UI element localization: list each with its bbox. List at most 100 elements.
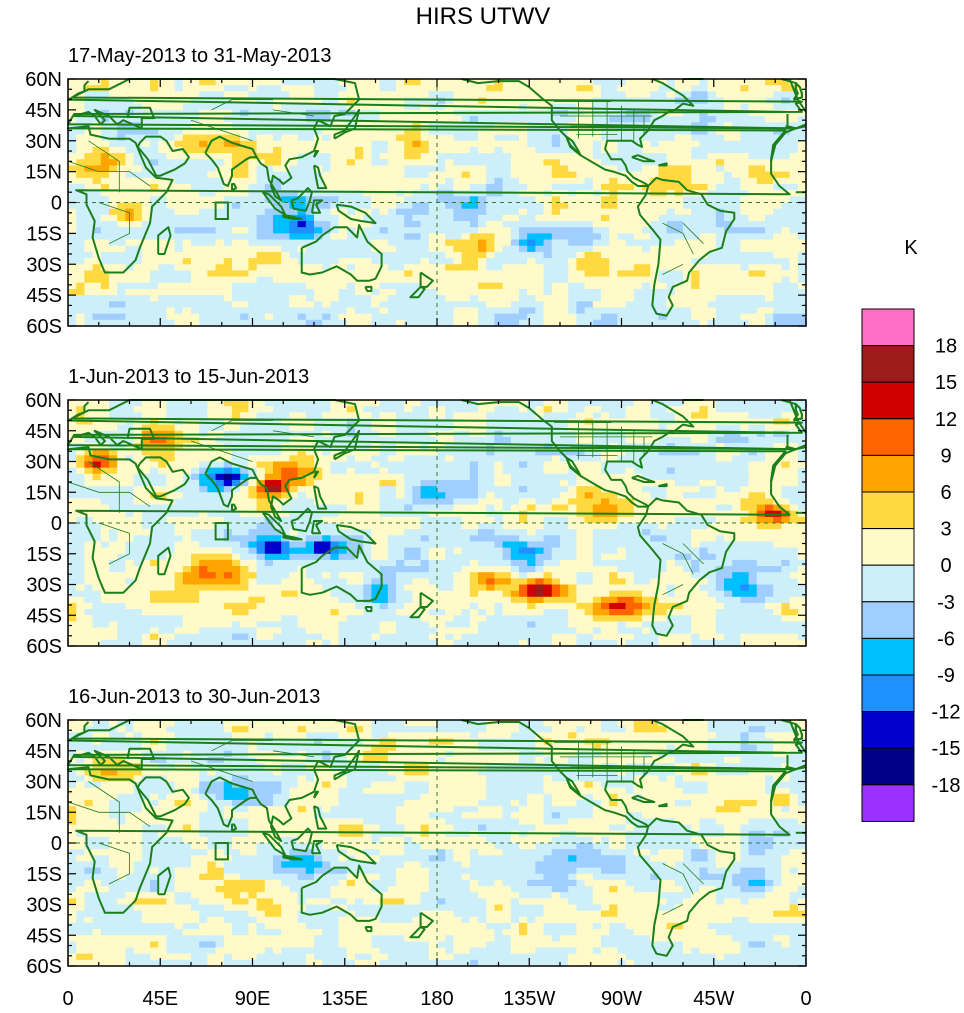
- anomaly-cell: [535, 276, 545, 284]
- anomaly-cell: [281, 85, 290, 92]
- anomaly-cell: [576, 406, 586, 413]
- anomaly-cell: [527, 436, 536, 444]
- anomaly-cell: [330, 282, 340, 290]
- anomaly-cell: [207, 295, 217, 302]
- anomaly-cell: [346, 153, 356, 160]
- anomaly-cell: [76, 461, 85, 469]
- anomaly-cell: [273, 406, 282, 413]
- anomaly-cell: [461, 177, 471, 185]
- anomaly-cell: [141, 140, 151, 148]
- anomaly-cell: [100, 183, 110, 191]
- anomaly-cell: [117, 202, 126, 210]
- anomaly-cell: [666, 455, 676, 463]
- anomaly-cell: [297, 97, 307, 105]
- anomaly-cell: [576, 424, 586, 432]
- anomaly-cell: [683, 103, 692, 111]
- anomaly-cell: [576, 264, 586, 272]
- anomaly-cell: [469, 418, 479, 426]
- anomaly-cell: [174, 270, 184, 278]
- anomaly-cell: [207, 91, 217, 99]
- anomaly-cell: [182, 461, 192, 469]
- anomaly-cell: [232, 449, 241, 456]
- anomaly-cell: [527, 79, 536, 86]
- anomaly-cell: [748, 430, 758, 438]
- anomaly-cell: [469, 177, 479, 185]
- anomaly-cell: [379, 479, 389, 487]
- anomaly-cell: [314, 301, 323, 309]
- anomaly-cell: [281, 146, 290, 154]
- anomaly-cell: [314, 251, 323, 259]
- anomaly-cell: [756, 270, 766, 278]
- anomaly-cell: [543, 122, 553, 129]
- anomaly-cell: [601, 116, 610, 123]
- anomaly-cell: [215, 134, 225, 142]
- anomaly-cell: [248, 258, 258, 265]
- anomaly-cell: [396, 406, 405, 413]
- anomaly-cell: [650, 165, 659, 173]
- anomaly-cell: [76, 282, 85, 290]
- anomaly-cell: [232, 301, 241, 309]
- anomaly-cell: [404, 412, 413, 420]
- anomaly-cell: [560, 270, 569, 278]
- figure-title: HIRS UTWV: [416, 3, 551, 30]
- anomaly-cell: [691, 430, 700, 438]
- anomaly-cell: [199, 461, 208, 469]
- anomaly-cell: [510, 79, 520, 86]
- anomaly-cell: [519, 307, 528, 315]
- anomaly-cell: [486, 85, 495, 92]
- anomaly-cell: [633, 467, 643, 475]
- anomaly-cell: [109, 103, 118, 111]
- anomaly-cell: [486, 97, 495, 105]
- anomaly-cell: [68, 190, 77, 197]
- anomaly-cell: [281, 479, 290, 487]
- anomaly-cell: [166, 221, 176, 228]
- anomaly-cell: [322, 221, 331, 228]
- anomaly-cell: [215, 412, 225, 420]
- anomaly-cell: [264, 128, 274, 136]
- anomaly-cell: [699, 109, 709, 117]
- anomaly-cell: [453, 146, 463, 154]
- anomaly-cell: [510, 467, 520, 475]
- anomaly-cell: [117, 227, 126, 234]
- anomaly-cell: [568, 202, 577, 210]
- anomaly-cell: [666, 270, 676, 278]
- anomaly-cell: [289, 455, 299, 463]
- anomaly-cell: [330, 202, 340, 210]
- anomaly-cell: [568, 239, 577, 247]
- anomaly-cell: [84, 424, 94, 432]
- anomaly-cell: [363, 406, 372, 413]
- anomaly-cell: [68, 449, 77, 456]
- anomaly-cell: [707, 251, 717, 259]
- anomaly-cell: [527, 258, 536, 265]
- anomaly-cell: [674, 467, 684, 475]
- anomaly-cell: [379, 85, 389, 92]
- anomaly-cell: [707, 455, 717, 463]
- anomaly-cell: [494, 177, 504, 185]
- anomaly-cell: [100, 91, 110, 99]
- anomaly-cell: [150, 436, 159, 444]
- anomaly-cell: [141, 436, 151, 444]
- anomaly-cell: [789, 295, 799, 302]
- anomaly-cell: [486, 183, 495, 191]
- anomaly-cell: [240, 128, 249, 136]
- anomaly-cell: [355, 159, 364, 167]
- anomaly-cell: [445, 221, 454, 228]
- anomaly-cell: [642, 307, 651, 315]
- anomaly-cell: [724, 406, 733, 413]
- anomaly-cell: [797, 153, 807, 160]
- anomaly-cell: [305, 177, 315, 185]
- anomaly-cell: [617, 140, 627, 148]
- anomaly-cell: [609, 134, 618, 142]
- anomaly-cell: [601, 455, 610, 463]
- anomaly-cell: [551, 146, 561, 154]
- anomaly-cell: [510, 282, 520, 290]
- anomaly-cell: [560, 79, 569, 86]
- anomaly-cell: [765, 227, 774, 234]
- anomaly-cell: [338, 97, 348, 105]
- anomaly-cell: [707, 443, 717, 450]
- anomaly-cell: [551, 196, 561, 204]
- anomaly-cell: [404, 295, 413, 302]
- anomaly-cell: [437, 221, 446, 228]
- anomaly-cell: [502, 400, 512, 407]
- anomaly-cell: [576, 245, 586, 253]
